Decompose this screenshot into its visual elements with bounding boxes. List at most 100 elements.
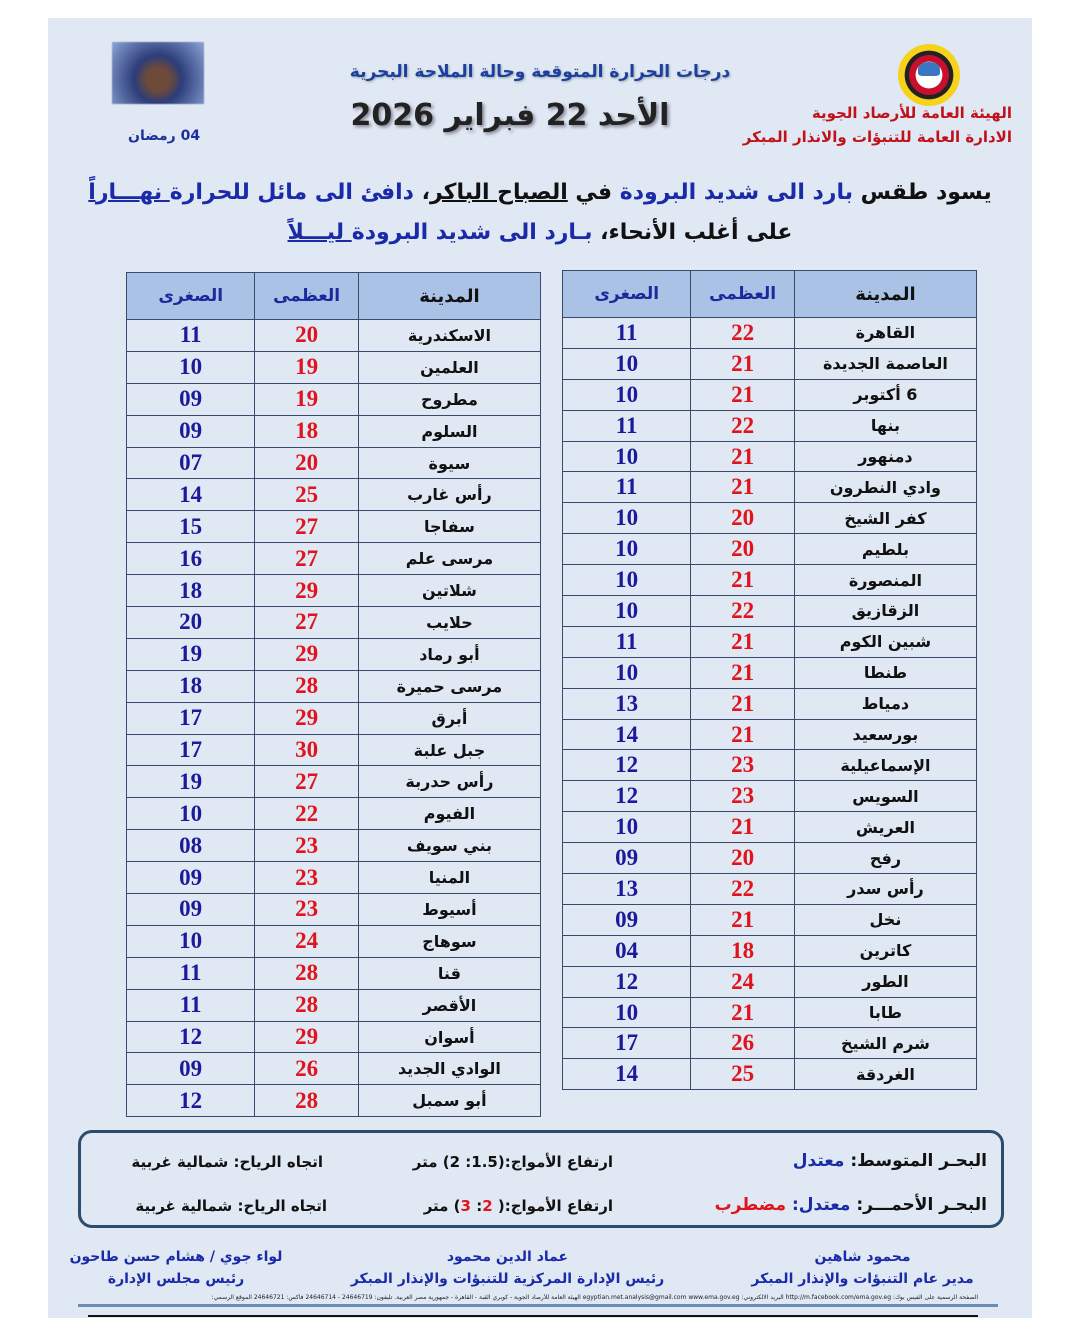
max-temp: 23 [254,893,359,926]
city-name: 6 أكتوبر [793,378,978,411]
red-sea-wind: اتجاه الرياح: شمالية غربية [135,1197,327,1215]
max-temp: 20 [690,842,795,875]
min-temp: 11 [561,471,692,504]
city-name: المنيا [357,861,542,895]
max-temp: 20 [690,533,795,566]
city-name: مرسى علم [357,542,542,576]
red-sea-waves: ارتفاع الأمواج:( 2: 3) متر [423,1197,613,1215]
max-temp: 21 [690,656,795,689]
city-name: الغردقة [793,1058,978,1091]
city-name: أسوان [357,1020,542,1054]
min-temp: 10 [561,440,692,473]
table-row: بنها 22 11 [561,409,978,442]
max-temp: 28 [254,1084,359,1118]
max-temp: 24 [254,924,359,958]
city-name: رفح [793,842,978,875]
table-row: أبو رماد 29 19 [125,637,542,671]
city-name: الاسكندرية [357,319,542,352]
summary-text: ليـــلاً [287,220,352,245]
footer-contact: الصفحة الرسمية على الفيس بوك: http://m.f… [211,1294,978,1301]
max-temp: 23 [690,749,795,782]
min-temp: 09 [561,903,692,936]
min-temp: 17 [125,701,256,735]
table-row: الاسكندرية 20 11 [125,319,542,352]
table-row: مرسى حميرة 28 18 [125,669,542,703]
table-header-row: المدينة العظمى الصغرى [561,270,978,318]
max-temp: 19 [254,350,359,384]
city-name: دمياط [793,687,978,720]
min-temp: 10 [125,350,256,384]
max-temp: 28 [254,669,359,703]
table-row: المنصورة 21 10 [561,564,978,597]
min-temp: 17 [125,733,256,767]
max-temp: 29 [254,701,359,735]
table-row: وادي النطرون 21 11 [561,471,978,504]
ema-logo-icon [898,44,960,106]
summary-text: ، [413,180,430,205]
city-name: مطروح [357,382,542,416]
table-row: نخل 21 09 [561,903,978,936]
right-temperature-table: المدينة العظمى الصغرى القاهرة 22 11 العاصمة ال… [561,270,978,1091]
min-temp: 14 [125,478,256,512]
max-temp: 21 [690,811,795,844]
city-name: سفاجا [357,510,542,544]
min-temp: 10 [125,924,256,958]
min-temp: 09 [125,414,256,448]
table-row: السويس 23 12 [561,780,978,813]
city-name: نخل [793,903,978,936]
max-temp: 22 [690,317,795,349]
min-temp: 18 [125,669,256,703]
min-temp: 11 [561,317,692,349]
city-name: المنصورة [793,564,978,597]
min-temp: 09 [561,842,692,875]
summary-text: الصباح الباكر [430,180,568,205]
table-row: بني سويف 23 08 [125,829,542,863]
city-name: السلوم [357,414,542,448]
max-temp: 19 [254,382,359,416]
column-header-city: المدينة [793,270,978,318]
max-temp: 27 [254,542,359,576]
max-temp: 18 [690,934,795,967]
max-temp: 21 [690,903,795,936]
city-name: الزقازيق [793,595,978,627]
max-temp: 22 [690,595,795,627]
city-name: جبل علبة [357,733,542,767]
table-row: أبرق 29 17 [125,701,542,735]
city-name: رأس غارب [357,478,542,512]
table-row: مرسى علم 27 16 [125,542,542,576]
signature-2: عماد الدين محمود رئيس الإدارة المركزية لل… [350,1249,665,1287]
table-row: كاترين 18 04 [561,934,978,967]
med-sea-waves: ارتفاع الأمواج:(1.5: 2) متر [412,1153,613,1171]
min-temp: 10 [561,378,692,411]
city-name: العلمين [357,350,542,384]
table-row: السلوم 18 09 [125,414,542,448]
max-temp: 18 [254,414,359,448]
min-temp: 10 [561,996,692,1029]
min-temp: 12 [125,1084,256,1118]
city-name: الفيوم [357,797,542,831]
city-name: سيوة [357,446,542,480]
city-name: الطور [793,965,978,998]
table-row: الأقصر 28 11 [125,988,542,1022]
city-name: القاهرة [793,317,978,349]
divider [78,1304,998,1307]
table-row: أبو سمبل 28 12 [125,1084,542,1118]
min-temp: 09 [125,861,256,895]
min-temp: 10 [561,595,692,627]
min-temp: 19 [125,637,256,671]
min-temp: 10 [561,656,692,689]
column-header-min: الصغرى [561,270,692,318]
city-name: وادي النطرون [793,471,978,504]
left-temperature-table: المدينة العظمى الصغرى الاسكندرية 20 11 العلمين… [125,272,542,1118]
max-temp: 24 [690,965,795,998]
table-row: العلمين 19 10 [125,350,542,384]
max-temp: 21 [690,625,795,658]
city-name: رأس حدربة [357,765,542,799]
max-temp: 20 [690,502,795,535]
min-temp: 09 [125,1052,256,1086]
table-row: طابا 21 10 [561,996,978,1029]
max-temp: 23 [254,861,359,895]
city-name: العاصمة الجديدة [793,347,978,380]
ramadan-lantern-image [112,42,204,104]
min-temp: 07 [125,446,256,480]
